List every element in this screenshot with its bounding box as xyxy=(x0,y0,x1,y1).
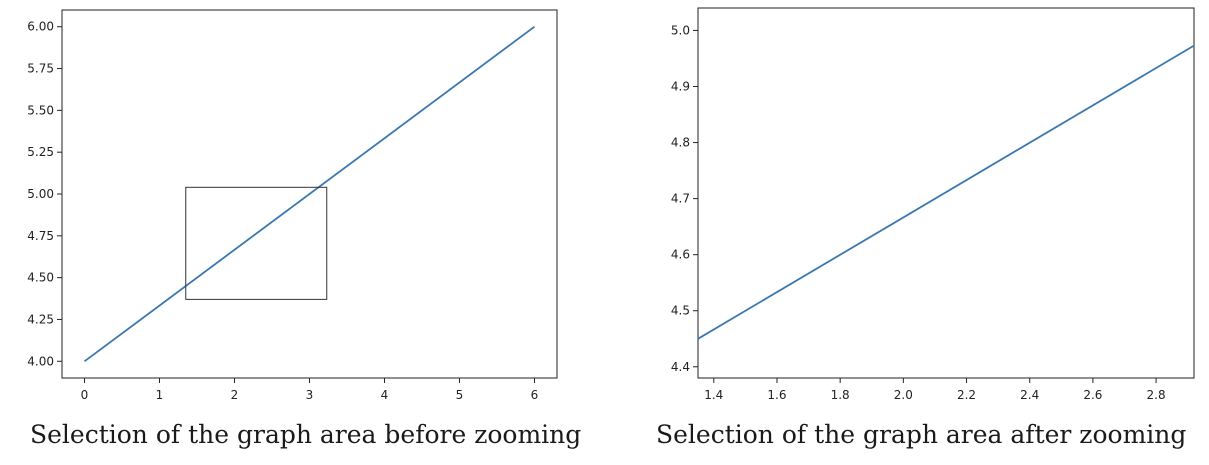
before-zoom-x-tick-label: 0 xyxy=(81,388,89,402)
after-zoom-x-tick-label: 2.6 xyxy=(1083,388,1102,402)
caption-before-zoom: Selection of the graph area before zoomi… xyxy=(30,420,582,449)
before-zoom-x-tick-label: 6 xyxy=(531,388,539,402)
before-zoom-y-tick-label: 4.00 xyxy=(27,354,54,368)
after-zoom-x-tick-label: 2.2 xyxy=(957,388,976,402)
before-zoom-y-tick-label: 4.25 xyxy=(27,312,54,326)
before-zoom-y-tick-label: 5.75 xyxy=(27,62,54,76)
before-zoom-y-tick-label: 5.00 xyxy=(27,187,54,201)
after-zoom-y-tick-label: 4.7 xyxy=(671,192,690,206)
before-zoom-y-tick-label: 4.75 xyxy=(27,229,54,243)
after-zoom-x-tick-label: 2.8 xyxy=(1147,388,1166,402)
before-zoom-y-tick-label: 4.50 xyxy=(27,271,54,285)
after-zoom-axes-frame xyxy=(697,7,1195,379)
before-zoom-series-line xyxy=(83,25,536,363)
before-zoom-y-tick-label: 6.00 xyxy=(27,20,54,34)
before-zoom-selection-box xyxy=(185,186,328,300)
before-zoom-x-tick-label: 5 xyxy=(456,388,464,402)
after-zoom-y-tick-label: 4.8 xyxy=(671,136,690,150)
before-zoom-y-tick-label: 5.50 xyxy=(27,103,54,117)
after-zoom-y-tick-label: 4.9 xyxy=(671,79,690,93)
before-zoom-x-tick-label: 2 xyxy=(231,388,239,402)
before-zoom-x-tick-label: 3 xyxy=(306,388,314,402)
after-zoom-x-tick-label: 1.8 xyxy=(831,388,850,402)
caption-after-zoom: Selection of the graph area after zoomin… xyxy=(656,420,1187,449)
after-zoom-series-line xyxy=(697,44,1195,340)
after-zoom-y-tick-label: 4.6 xyxy=(671,248,690,262)
before-zoom-x-tick-label: 4 xyxy=(381,388,389,402)
after-zoom-x-tick-label: 2.4 xyxy=(1020,388,1039,402)
chart-before-zoom-svg: 0 1 2 3 4 5 6 4.00 4.25 4.50 4.75 5.00 5.25 5.50 5.75 6… xyxy=(27,9,558,402)
after-zoom-x-tick-label: 1.6 xyxy=(767,388,786,402)
after-zoom-x-tick-label: 2.0 xyxy=(894,388,913,402)
after-zoom-y-tick-label: 4.4 xyxy=(671,360,690,374)
before-zoom-y-tick-label: 5.25 xyxy=(27,145,54,159)
chart-after-zoom-svg: 1.4 1.6 1.8 2.0 2.2 2.4 2.6 2.8 4.4 4.5 4.6 4.7 4.8 4… xyxy=(671,7,1195,402)
after-zoom-y-tick-label: 5.0 xyxy=(671,23,690,37)
chart-before-zoom: 0 1 2 3 4 5 6 4.00 4.25 4.50 4.75 5.00 5.25 5.50 5.75 6… xyxy=(0,0,600,465)
after-zoom-x-tick-label: 1.4 xyxy=(704,388,723,402)
chart-after-zoom: 1.4 1.6 1.8 2.0 2.2 2.4 2.6 2.8 4.4 4.5 4.6 4.7 4.8 4… xyxy=(620,0,1209,465)
before-zoom-x-tick-label: 1 xyxy=(156,388,164,402)
after-zoom-y-tick-label: 4.5 xyxy=(671,304,690,318)
